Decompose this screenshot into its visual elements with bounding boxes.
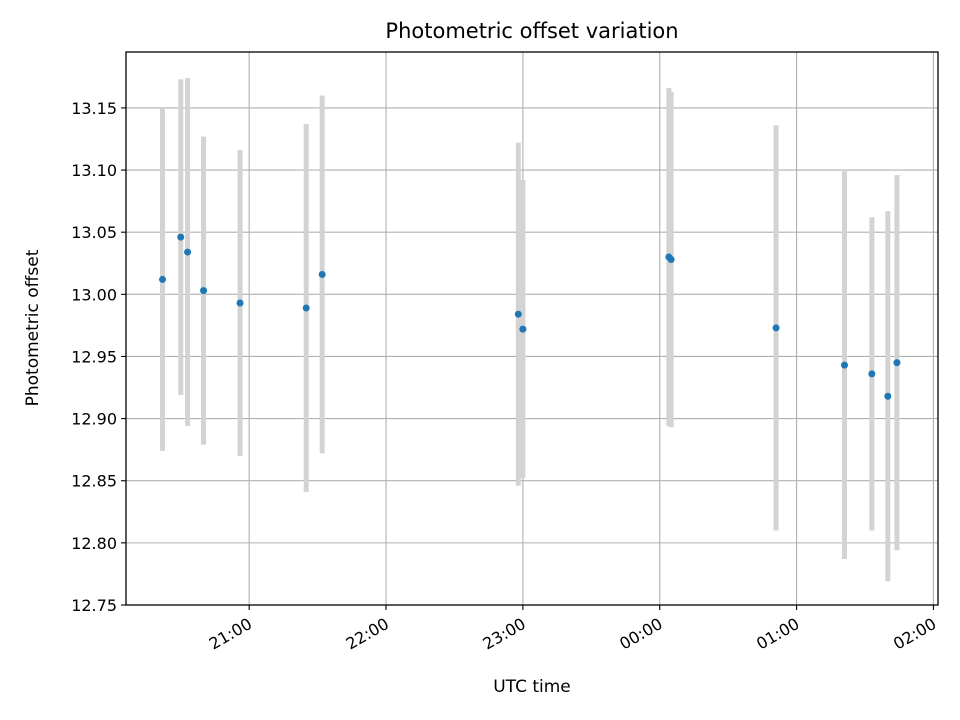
data-point bbox=[772, 324, 780, 332]
data-point bbox=[200, 287, 208, 295]
plot-frame bbox=[125, 51, 939, 606]
y-tick-label: 12.85 bbox=[71, 472, 117, 491]
data-point bbox=[514, 310, 522, 318]
y-tick-label: 12.75 bbox=[71, 596, 117, 615]
y-axis-ticks: 12.75 12.80 12.85 12.90 12.95 13.00 13.05 13.10… bbox=[71, 99, 126, 615]
data-points bbox=[158, 233, 901, 400]
y-tick-label: 12.95 bbox=[71, 347, 117, 366]
data-point bbox=[519, 325, 527, 333]
x-axis-label: UTC time bbox=[493, 677, 571, 697]
data-point bbox=[184, 248, 192, 256]
data-point bbox=[177, 233, 185, 241]
data-point bbox=[840, 361, 848, 369]
y-tick-label: 12.90 bbox=[71, 410, 117, 429]
data-point bbox=[884, 392, 892, 400]
grid bbox=[126, 52, 938, 606]
data-point bbox=[318, 270, 326, 278]
chart-title: Photometric offset variation bbox=[385, 19, 678, 43]
data-point bbox=[236, 299, 244, 307]
y-tick-label: 13.00 bbox=[71, 285, 117, 304]
y-tick-label: 13.15 bbox=[71, 99, 117, 118]
data-point bbox=[158, 275, 166, 283]
y-tick-label: 13.10 bbox=[71, 161, 117, 180]
data-point bbox=[893, 359, 901, 367]
data-point bbox=[868, 370, 876, 378]
y-axis-label: Photometric offset bbox=[23, 249, 43, 406]
y-tick-label: 12.80 bbox=[71, 534, 117, 553]
data-point bbox=[667, 256, 675, 264]
data-point bbox=[302, 304, 310, 312]
y-tick-label: 13.05 bbox=[71, 223, 117, 242]
